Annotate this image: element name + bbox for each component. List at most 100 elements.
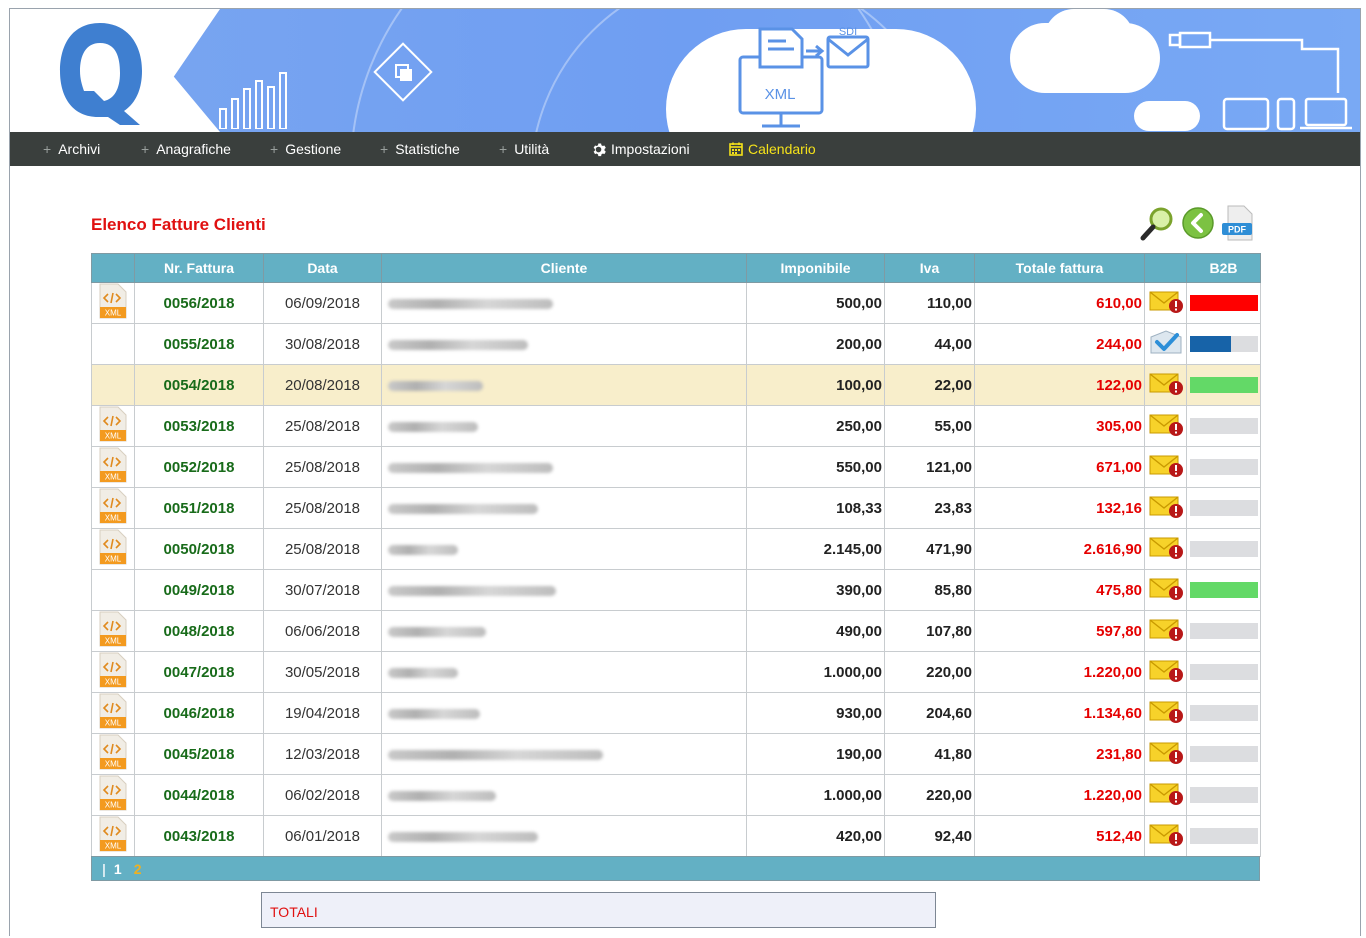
invoice-number[interactable]: 0047/2018 xyxy=(134,651,264,693)
plus-icon: + xyxy=(270,141,279,157)
col-header-imponibile[interactable]: Imponibile xyxy=(746,253,885,283)
table-row[interactable]: XML 0046/2018 19/04/2018 930,00 204,60 1… xyxy=(91,692,1261,734)
envelope-alert-icon[interactable] xyxy=(1148,534,1184,560)
invoice-number[interactable]: 0056/2018 xyxy=(134,282,264,324)
back-button[interactable] xyxy=(1180,205,1216,241)
invoice-number[interactable]: 0044/2018 xyxy=(134,774,264,816)
taxable-amount: 550,00 xyxy=(746,446,885,488)
b2b-progress-bar xyxy=(1189,377,1258,393)
invoice-number[interactable]: 0046/2018 xyxy=(134,692,264,734)
invoice-date: 20/08/2018 xyxy=(263,364,382,406)
vat-amount: 204,60 xyxy=(884,692,975,734)
menu-item-statistiche[interactable]: + Statistiche xyxy=(380,141,460,157)
invoice-total: 1.220,00 xyxy=(974,774,1145,816)
col-header-data[interactable]: Data xyxy=(263,253,382,283)
invoice-number[interactable]: 0045/2018 xyxy=(134,733,264,775)
envelope-alert-icon[interactable] xyxy=(1148,370,1184,396)
page-link-2[interactable]: 2 xyxy=(133,860,142,877)
xml-file-icon[interactable]: XML xyxy=(98,447,128,483)
invoice-date: 06/06/2018 xyxy=(263,610,382,652)
taxable-amount: 250,00 xyxy=(746,405,885,447)
vat-amount: 41,80 xyxy=(884,733,975,775)
b2b-progress-bar xyxy=(1189,787,1258,803)
invoice-number[interactable]: 0049/2018 xyxy=(134,569,264,611)
menu-item-archivi[interactable]: + Archivi xyxy=(43,141,101,157)
envelope-alert-icon[interactable] xyxy=(1148,657,1184,683)
envelope-alert-icon[interactable] xyxy=(1148,698,1184,724)
table-row[interactable]: 0049/2018 30/07/2018 390,00 85,80 475,80 xyxy=(91,569,1261,611)
xml-file-icon[interactable]: XML xyxy=(98,611,128,647)
xml-file-icon[interactable]: XML xyxy=(98,529,128,565)
table-row[interactable]: XML 0050/2018 25/08/2018 2.145,00 471,90… xyxy=(91,528,1261,570)
envelope-alert-icon[interactable] xyxy=(1148,493,1184,519)
menu-item-calendario[interactable]: Calendario xyxy=(729,132,816,166)
table-row[interactable]: XML 0051/2018 25/08/2018 108,33 23,83 13… xyxy=(91,487,1261,529)
table-row[interactable]: XML 0045/2018 12/03/2018 190,00 41,80 23… xyxy=(91,733,1261,775)
envelope-alert-icon[interactable] xyxy=(1148,575,1184,601)
xml-file-icon[interactable]: XML xyxy=(98,693,128,729)
pdf-icon: PDF xyxy=(1222,205,1253,241)
xml-file-icon[interactable]: XML xyxy=(98,775,128,811)
page-link-1[interactable]: 1 xyxy=(113,860,122,877)
envelope-alert-icon[interactable] xyxy=(1148,780,1184,806)
svg-text:XML: XML xyxy=(105,432,122,441)
invoice-number[interactable]: 0053/2018 xyxy=(134,405,264,447)
table-row[interactable]: XML 0048/2018 06/06/2018 490,00 107,80 5… xyxy=(91,610,1261,652)
envelope-alert-icon[interactable] xyxy=(1148,411,1184,437)
invoice-number[interactable]: 0051/2018 xyxy=(134,487,264,529)
invoice-number[interactable]: 0050/2018 xyxy=(134,528,264,570)
envelope-alert-icon[interactable] xyxy=(1148,821,1184,847)
table-row[interactable]: XML 0043/2018 06/01/2018 420,00 92,40 51… xyxy=(91,815,1261,857)
b2b-status-cell xyxy=(1186,733,1261,775)
svg-text:XML: XML xyxy=(105,473,122,482)
xml-file-icon[interactable]: XML xyxy=(98,816,128,852)
envelope-alert-icon[interactable] xyxy=(1148,288,1184,314)
invoice-total: 671,00 xyxy=(974,446,1145,488)
table-row[interactable]: XML 0047/2018 30/05/2018 1.000,00 220,00… xyxy=(91,651,1261,693)
table-row[interactable]: XML 0052/2018 25/08/2018 550,00 121,00 6… xyxy=(91,446,1261,488)
xml-cell: XML xyxy=(91,692,135,734)
b2b-status-cell xyxy=(1186,364,1261,406)
sdi-status-cell xyxy=(1144,487,1187,529)
xml-file-icon[interactable]: XML xyxy=(98,283,128,319)
invoice-number[interactable]: 0055/2018 xyxy=(134,323,264,365)
invoice-number[interactable]: 0054/2018 xyxy=(134,364,264,406)
invoice-total: 597,80 xyxy=(974,610,1145,652)
xml-file-icon[interactable]: XML xyxy=(98,406,128,442)
invoice-number[interactable]: 0052/2018 xyxy=(134,446,264,488)
col-header-iva[interactable]: Iva xyxy=(884,253,975,283)
invoice-number[interactable]: 0043/2018 xyxy=(134,815,264,857)
envelope-alert-icon[interactable] xyxy=(1148,452,1184,478)
menu-item-gestione[interactable]: + Gestione xyxy=(270,141,342,157)
table-row[interactable]: XML 0053/2018 25/08/2018 250,00 55,00 30… xyxy=(91,405,1261,447)
xml-cell: XML xyxy=(91,774,135,816)
menu-item-utilita[interactable]: + Utilità xyxy=(499,141,550,157)
q-logo-icon[interactable] xyxy=(54,19,146,127)
xml-file-icon[interactable]: XML xyxy=(98,488,128,524)
invoice-date: 25/08/2018 xyxy=(263,446,382,488)
menu-item-anagrafiche[interactable]: + Anagrafiche xyxy=(141,141,231,157)
client-name-redacted xyxy=(381,282,747,324)
vat-amount: 220,00 xyxy=(884,774,975,816)
col-header-cliente[interactable]: Cliente xyxy=(381,253,747,283)
invoice-number[interactable]: 0048/2018 xyxy=(134,610,264,652)
page-title: Elenco Fatture Clienti xyxy=(91,215,266,234)
xml-file-icon[interactable]: XML xyxy=(98,734,128,770)
pdf-export-button[interactable]: PDF xyxy=(1220,205,1256,241)
col-header-nr-fattura[interactable]: Nr. Fattura xyxy=(134,253,264,283)
envelope-alert-icon[interactable] xyxy=(1148,739,1184,765)
envelope-alert-icon[interactable] xyxy=(1148,616,1184,642)
col-header-totale[interactable]: Totale fattura xyxy=(974,253,1145,283)
table-row[interactable]: 0055/2018 30/08/2018 200,00 44,00 244,00 xyxy=(91,323,1261,365)
xml-file-icon[interactable]: XML xyxy=(98,652,128,688)
table-row[interactable]: 0054/2018 20/08/2018 100,00 22,00 122,00 xyxy=(91,364,1261,406)
menu-item-impostazioni[interactable]: Impostazioni xyxy=(591,132,690,166)
totals-box[interactable]: TOTALI xyxy=(261,892,936,928)
envelope-check-icon[interactable] xyxy=(1149,329,1183,355)
b2b-progress-bar xyxy=(1189,459,1258,475)
svg-text:XML: XML xyxy=(105,555,122,564)
col-header-status xyxy=(1144,253,1187,283)
table-row[interactable]: XML 0044/2018 06/02/2018 1.000,00 220,00… xyxy=(91,774,1261,816)
search-button[interactable] xyxy=(1140,205,1176,241)
table-row[interactable]: XML 0056/2018 06/09/2018 500,00 110,00 6… xyxy=(91,282,1261,324)
